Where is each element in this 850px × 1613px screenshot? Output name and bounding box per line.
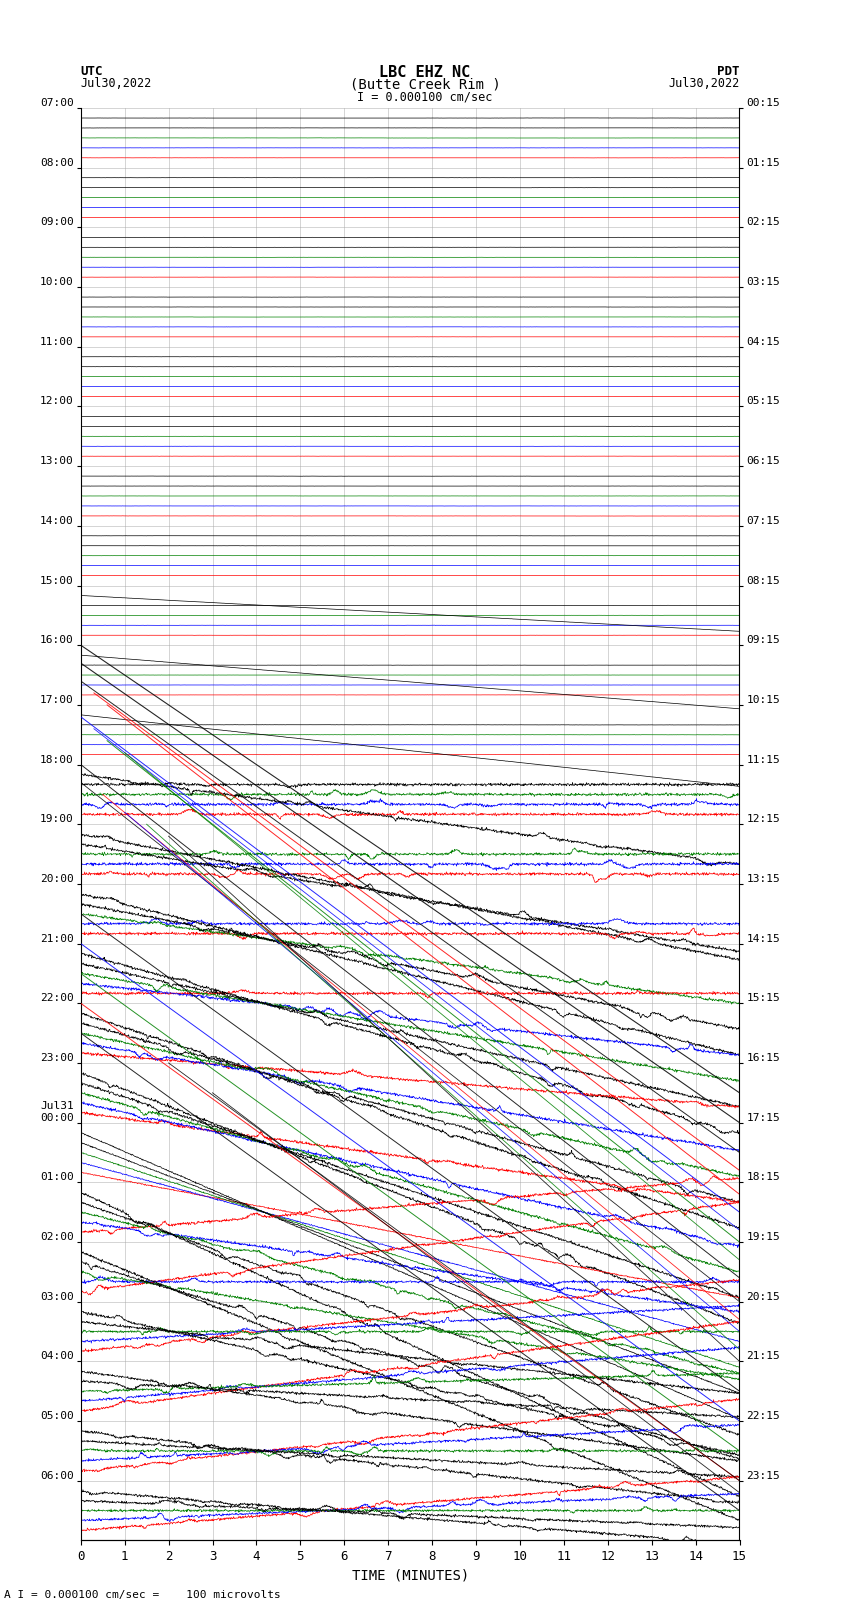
Text: A I = 0.000100 cm/sec =    100 microvolts: A I = 0.000100 cm/sec = 100 microvolts bbox=[4, 1590, 281, 1600]
Text: Jul30,2022: Jul30,2022 bbox=[668, 77, 740, 90]
Text: PDT: PDT bbox=[717, 65, 740, 77]
Text: UTC: UTC bbox=[81, 65, 103, 77]
Text: Jul30,2022: Jul30,2022 bbox=[81, 77, 152, 90]
X-axis label: TIME (MINUTES): TIME (MINUTES) bbox=[352, 1569, 468, 1582]
Text: I = 0.000100 cm/sec: I = 0.000100 cm/sec bbox=[357, 90, 493, 103]
Text: LBC EHZ NC: LBC EHZ NC bbox=[379, 65, 471, 79]
Text: (Butte Creek Rim ): (Butte Creek Rim ) bbox=[349, 77, 501, 92]
